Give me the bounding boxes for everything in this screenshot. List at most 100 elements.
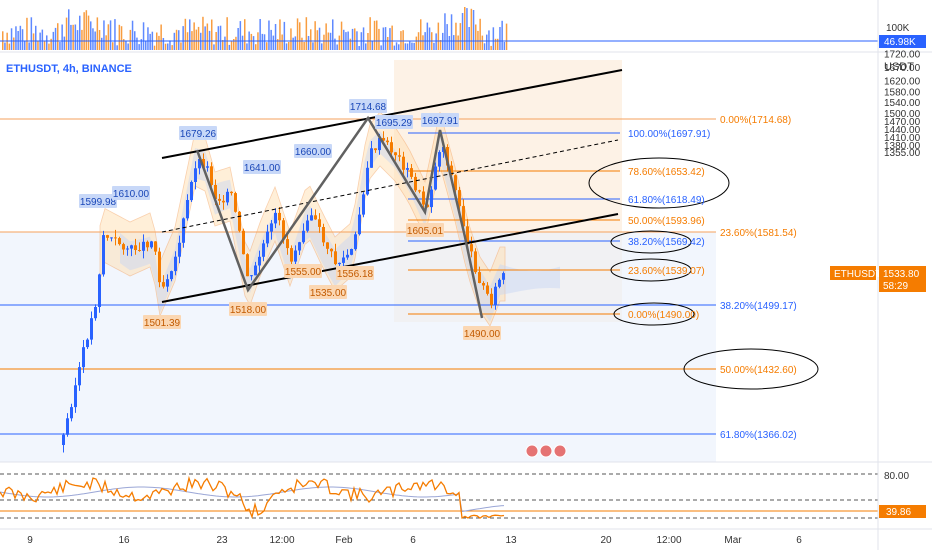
- time-tick-2: 23: [216, 535, 228, 546]
- volume-bar: [123, 39, 125, 50]
- volume-bar: [292, 37, 294, 50]
- volume-bar: [41, 29, 44, 50]
- volume-bar: [299, 22, 301, 50]
- volume-bar: [404, 43, 407, 50]
- candle-body: [182, 218, 185, 243]
- volume-bar: [217, 26, 220, 50]
- volume-bar: [103, 20, 105, 50]
- volume-bar: [270, 29, 272, 50]
- candle-body: [226, 191, 229, 203]
- volume-bar: [466, 8, 468, 51]
- volume-bar: [136, 37, 138, 50]
- volume-bar: [303, 42, 305, 50]
- candle-body: [190, 182, 193, 201]
- candle-body: [162, 282, 165, 287]
- volume-bar: [24, 40, 26, 50]
- volume-bar: [369, 17, 371, 50]
- volume-bar: [180, 42, 182, 50]
- rsi-pane: [0, 473, 878, 519]
- price-label-bg-1: [112, 186, 150, 200]
- volume-bar: [32, 33, 35, 50]
- candle-body: [154, 241, 157, 252]
- candles-layer: [62, 131, 505, 453]
- candle-body: [318, 219, 321, 227]
- price-label-bg-13: [406, 223, 444, 237]
- volume-bar: [147, 27, 149, 50]
- candle-body: [110, 237, 113, 239]
- volume-bar: [406, 43, 409, 50]
- candle-body: [474, 251, 477, 273]
- volume-tag-bg: [879, 35, 926, 48]
- candle-body: [334, 251, 337, 265]
- volume-bar: [437, 22, 440, 50]
- events-flags-icon[interactable]: [525, 444, 567, 458]
- volume-bar: [92, 28, 94, 50]
- candle-body: [494, 286, 497, 305]
- fib-label-4: 50.00%(1593.96): [628, 216, 705, 227]
- volume-bar: [158, 35, 160, 50]
- volume-bar: [184, 18, 187, 50]
- price-tag-value: 1533.80: [883, 269, 920, 280]
- volume-bar: [272, 35, 275, 50]
- time-tick-5: 6: [410, 535, 416, 546]
- candle-body: [174, 256, 177, 272]
- last-price-tag: ETHUSDT 1533.80 58:29: [830, 266, 926, 292]
- time-tick-1: 16: [118, 535, 130, 546]
- candle-body: [222, 200, 225, 203]
- candle-body: [358, 214, 361, 235]
- volume-bar: [118, 24, 121, 50]
- candle-body: [470, 244, 473, 252]
- volume-bar: [149, 33, 151, 50]
- volume-bar: [59, 41, 61, 50]
- volume-bar: [488, 30, 490, 50]
- volume-bar: [334, 38, 336, 50]
- volume-bar: [244, 19, 246, 50]
- symbol-tag-text: ETHUSDT: [834, 269, 881, 280]
- volume-bar: [87, 15, 90, 51]
- time-tick-7: 20: [600, 535, 612, 546]
- volume-bar: [382, 27, 385, 50]
- volume-bar: [288, 42, 290, 50]
- candle-body: [482, 283, 485, 286]
- volume-bar: [90, 21, 92, 50]
- volume-bar: [274, 24, 277, 50]
- volume-bar: [380, 45, 382, 50]
- volume-bar: [459, 23, 462, 50]
- time-tick-6: 13: [505, 535, 517, 546]
- volume-bar: [237, 28, 239, 50]
- candle-body: [270, 223, 273, 232]
- volume-bar: [65, 17, 68, 51]
- candle-body: [66, 418, 69, 435]
- volume-bar: [387, 37, 389, 50]
- volume-bar: [393, 45, 396, 50]
- volume-bar: [72, 24, 74, 50]
- candle-body: [446, 147, 449, 166]
- volume-bar: [193, 22, 195, 50]
- volume-bar: [230, 40, 233, 50]
- fib-label-8: 38.20%(1499.17): [720, 301, 797, 312]
- candle-body: [238, 211, 241, 231]
- volume-bar: [479, 18, 481, 50]
- volume-bar: [37, 40, 39, 50]
- volume-bar: [8, 43, 11, 50]
- candle-body: [126, 248, 129, 250]
- rsi-tag-value: 39.86: [886, 507, 911, 518]
- candle-body: [342, 257, 345, 263]
- volume-bar: [250, 33, 253, 50]
- candle-body: [218, 198, 221, 201]
- volume-bar: [376, 20, 378, 50]
- candle-body: [366, 167, 369, 195]
- price-tick-9: 1410.00: [884, 133, 921, 144]
- time-tick-9: Mar: [724, 535, 742, 546]
- fib-label-5: 23.60%(1581.54): [720, 228, 797, 239]
- volume-bar: [35, 25, 37, 50]
- candle-body: [426, 204, 429, 208]
- volume-bar: [131, 20, 134, 50]
- volume-bar: [448, 36, 451, 50]
- volume-bar: [169, 40, 171, 50]
- price-label-8: 1501.39: [144, 318, 181, 329]
- price-tick-10: 1380.00: [884, 141, 921, 152]
- volume-bar: [96, 17, 99, 50]
